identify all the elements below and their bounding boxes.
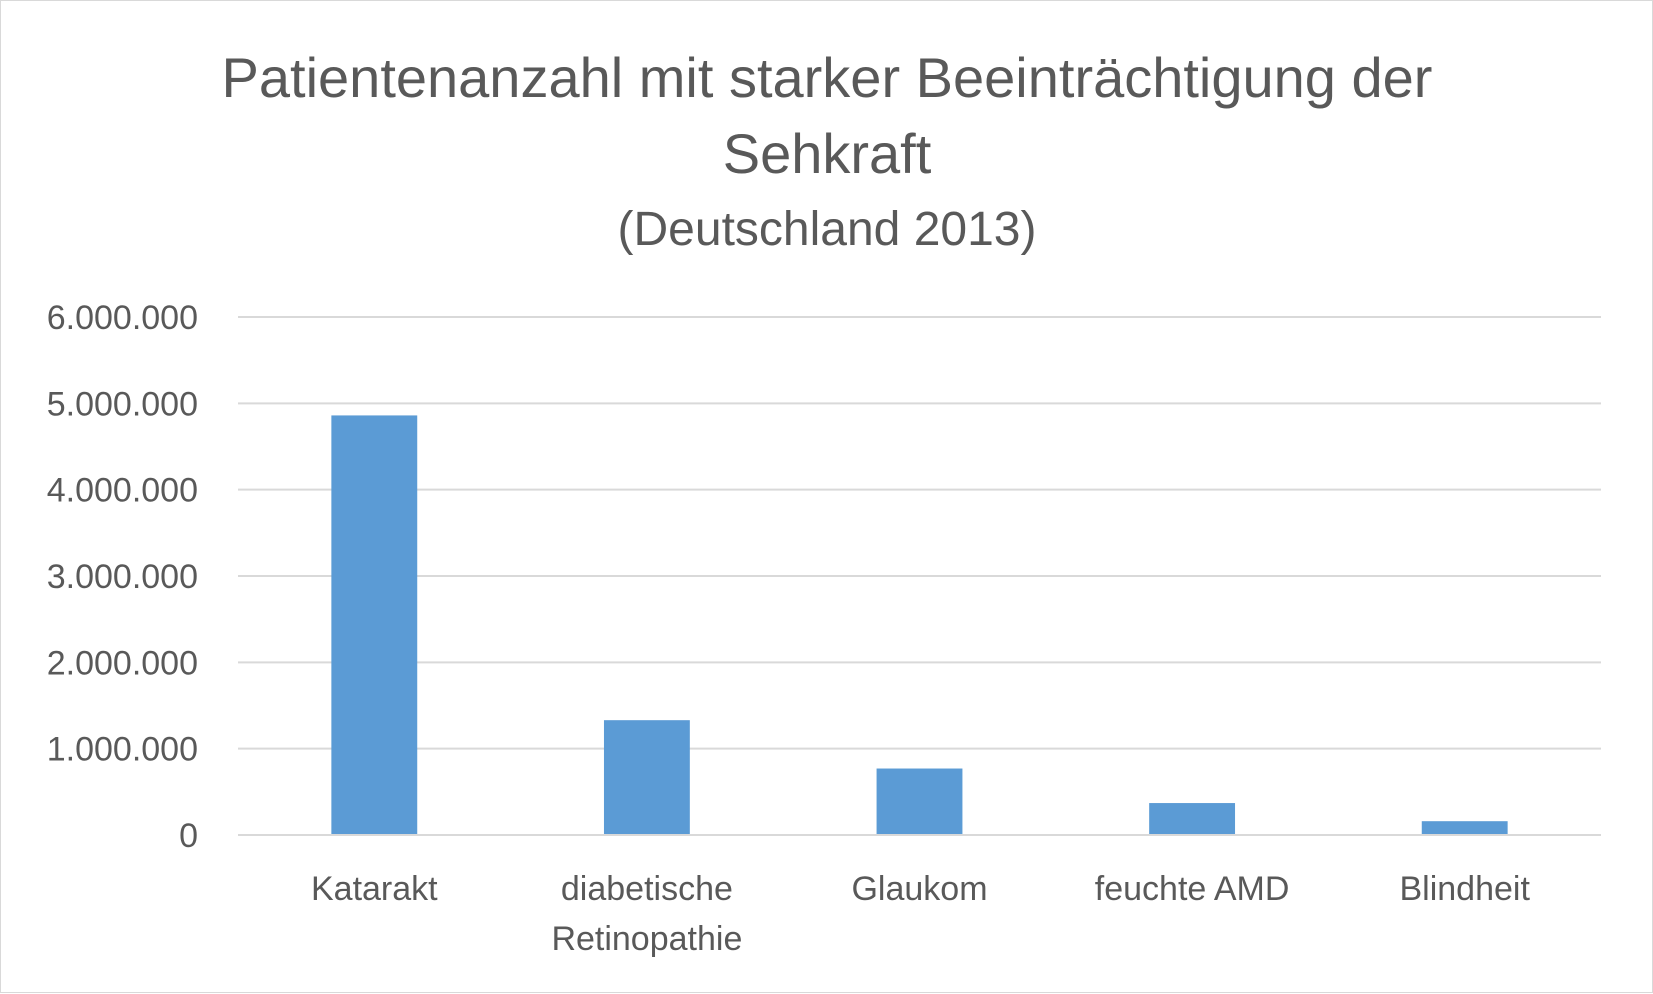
y-tick-label: 3.000.000 bbox=[47, 558, 198, 596]
chart-title: Patientenanzahl mit starker Beeinträchti… bbox=[222, 46, 1433, 256]
x-category-label: Retinopathie bbox=[551, 920, 742, 958]
chart-title-line-2: Sehkraft bbox=[723, 122, 932, 185]
gridlines bbox=[238, 316, 1601, 750]
y-tick-label: 4.000.000 bbox=[47, 472, 198, 510]
x-category-label: Glaukom bbox=[851, 870, 987, 908]
y-tick-label: 1.000.000 bbox=[47, 731, 198, 769]
y-axis-tick-labels: 0 1.000.000 2.000.000 3.000.000 4.000.000 5.0… bbox=[47, 299, 198, 855]
y-tick-label: 6.000.000 bbox=[47, 299, 198, 337]
bar bbox=[603, 720, 690, 835]
chart-title-line-1: Patientenanzahl mit starker Beeinträchti… bbox=[222, 46, 1433, 109]
chart-subtitle: (Deutschland 2013) bbox=[618, 203, 1037, 256]
bar bbox=[1421, 821, 1508, 835]
bar bbox=[1149, 803, 1236, 835]
y-tick-label: 2.000.000 bbox=[47, 644, 198, 682]
bar bbox=[876, 768, 963, 835]
x-axis-category-labels: Katarakt diabetische Retinopathie Glaukom fe… bbox=[311, 870, 1530, 958]
y-tick-label: 0 bbox=[179, 817, 198, 855]
bar bbox=[331, 415, 418, 835]
x-category-label: Katarakt bbox=[311, 870, 438, 908]
x-category-label: Blindheit bbox=[1399, 870, 1530, 908]
bars bbox=[331, 415, 1508, 835]
y-tick-label: 5.000.000 bbox=[47, 385, 198, 423]
x-category-label: diabetische bbox=[561, 870, 733, 908]
x-category-label: feuchte AMD bbox=[1095, 870, 1290, 908]
